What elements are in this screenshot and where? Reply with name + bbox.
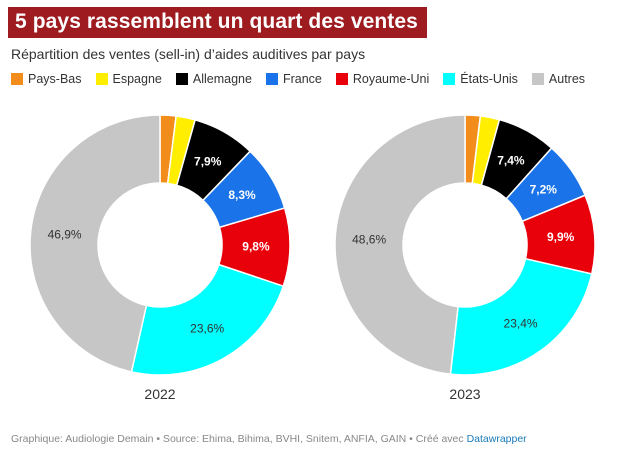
- legend-swatch: [175, 73, 188, 85]
- legend: Pays-Bas Espagne Allemagne France Royaume-Un…: [11, 72, 599, 86]
- legend-item: Espagne: [95, 72, 162, 86]
- data-label: 9,8%: [242, 240, 270, 254]
- donut-slice--tats-unis[interactable]: [130, 263, 285, 376]
- legend-label: Espagne: [112, 72, 162, 86]
- legend-item: Allemagne: [175, 72, 252, 86]
- legend-swatch: [335, 73, 348, 85]
- legend-label: Royaume-Uni: [352, 72, 430, 86]
- footer-credits: Graphique: Audiologie Demain • Source: E…: [11, 433, 527, 445]
- chart-year-label: 2022: [144, 386, 176, 402]
- data-label: 48,6%: [352, 233, 386, 247]
- donut-slice-autres[interactable]: [334, 114, 466, 376]
- legend-item: États-Unis: [443, 72, 518, 86]
- legend-item: France: [265, 72, 322, 86]
- donut-chart-2023: 7,4% 7,2% 9,9% 23,4% 48,6% 2023: [330, 110, 600, 410]
- legend-swatch: [95, 73, 108, 85]
- chart-year-label: 2023: [449, 386, 481, 402]
- legend-item: Autres: [531, 72, 586, 86]
- donut-chart-2022: 7,9% 8,3% 9,8% 23,6% 46,9% 2022: [25, 110, 295, 410]
- legend-swatch: [11, 73, 23, 85]
- data-label: 7,2%: [530, 182, 558, 196]
- legend-item: Pays-Bas: [11, 72, 82, 86]
- donut-slice--tats-unis[interactable]: [449, 257, 593, 376]
- data-label: 23,4%: [504, 316, 538, 330]
- donut-svg-2023: 7,4% 7,2% 9,9% 23,4% 48,6%: [334, 114, 596, 376]
- data-label: 46,9%: [48, 227, 82, 241]
- legend-label: Allemagne: [192, 72, 252, 86]
- footer-source-text: Graphique: Audiologie Demain • Source: E…: [11, 433, 467, 445]
- chart-subtitle: Répartition des ventes (sell-in) d’aides…: [11, 46, 366, 62]
- data-label: 7,4%: [497, 154, 525, 168]
- data-label: 8,3%: [228, 188, 256, 202]
- data-label: 9,9%: [547, 230, 575, 244]
- legend-label: Autres: [548, 72, 586, 86]
- legend-item: Royaume-Uni: [335, 72, 430, 86]
- legend-label: Pays-Bas: [28, 72, 82, 86]
- legend-swatch: [265, 73, 278, 85]
- legend-label: France: [282, 72, 322, 86]
- chart-title-wrap: 5 pays rassemblent un quart des ventes: [8, 7, 427, 38]
- donut-slice-autres[interactable]: [29, 114, 161, 373]
- chart-title: 5 pays rassemblent un quart des ventes: [8, 7, 427, 38]
- legend-swatch: [531, 73, 544, 85]
- datawrapper-link[interactable]: Datawrapper: [466, 433, 527, 445]
- legend-swatch: [443, 73, 456, 85]
- legend-label: États-Unis: [460, 72, 518, 86]
- donut-svg-2022: 7,9% 8,3% 9,8% 23,6% 46,9%: [29, 114, 291, 376]
- data-label: 7,9%: [194, 155, 222, 169]
- data-label: 23,6%: [190, 322, 224, 336]
